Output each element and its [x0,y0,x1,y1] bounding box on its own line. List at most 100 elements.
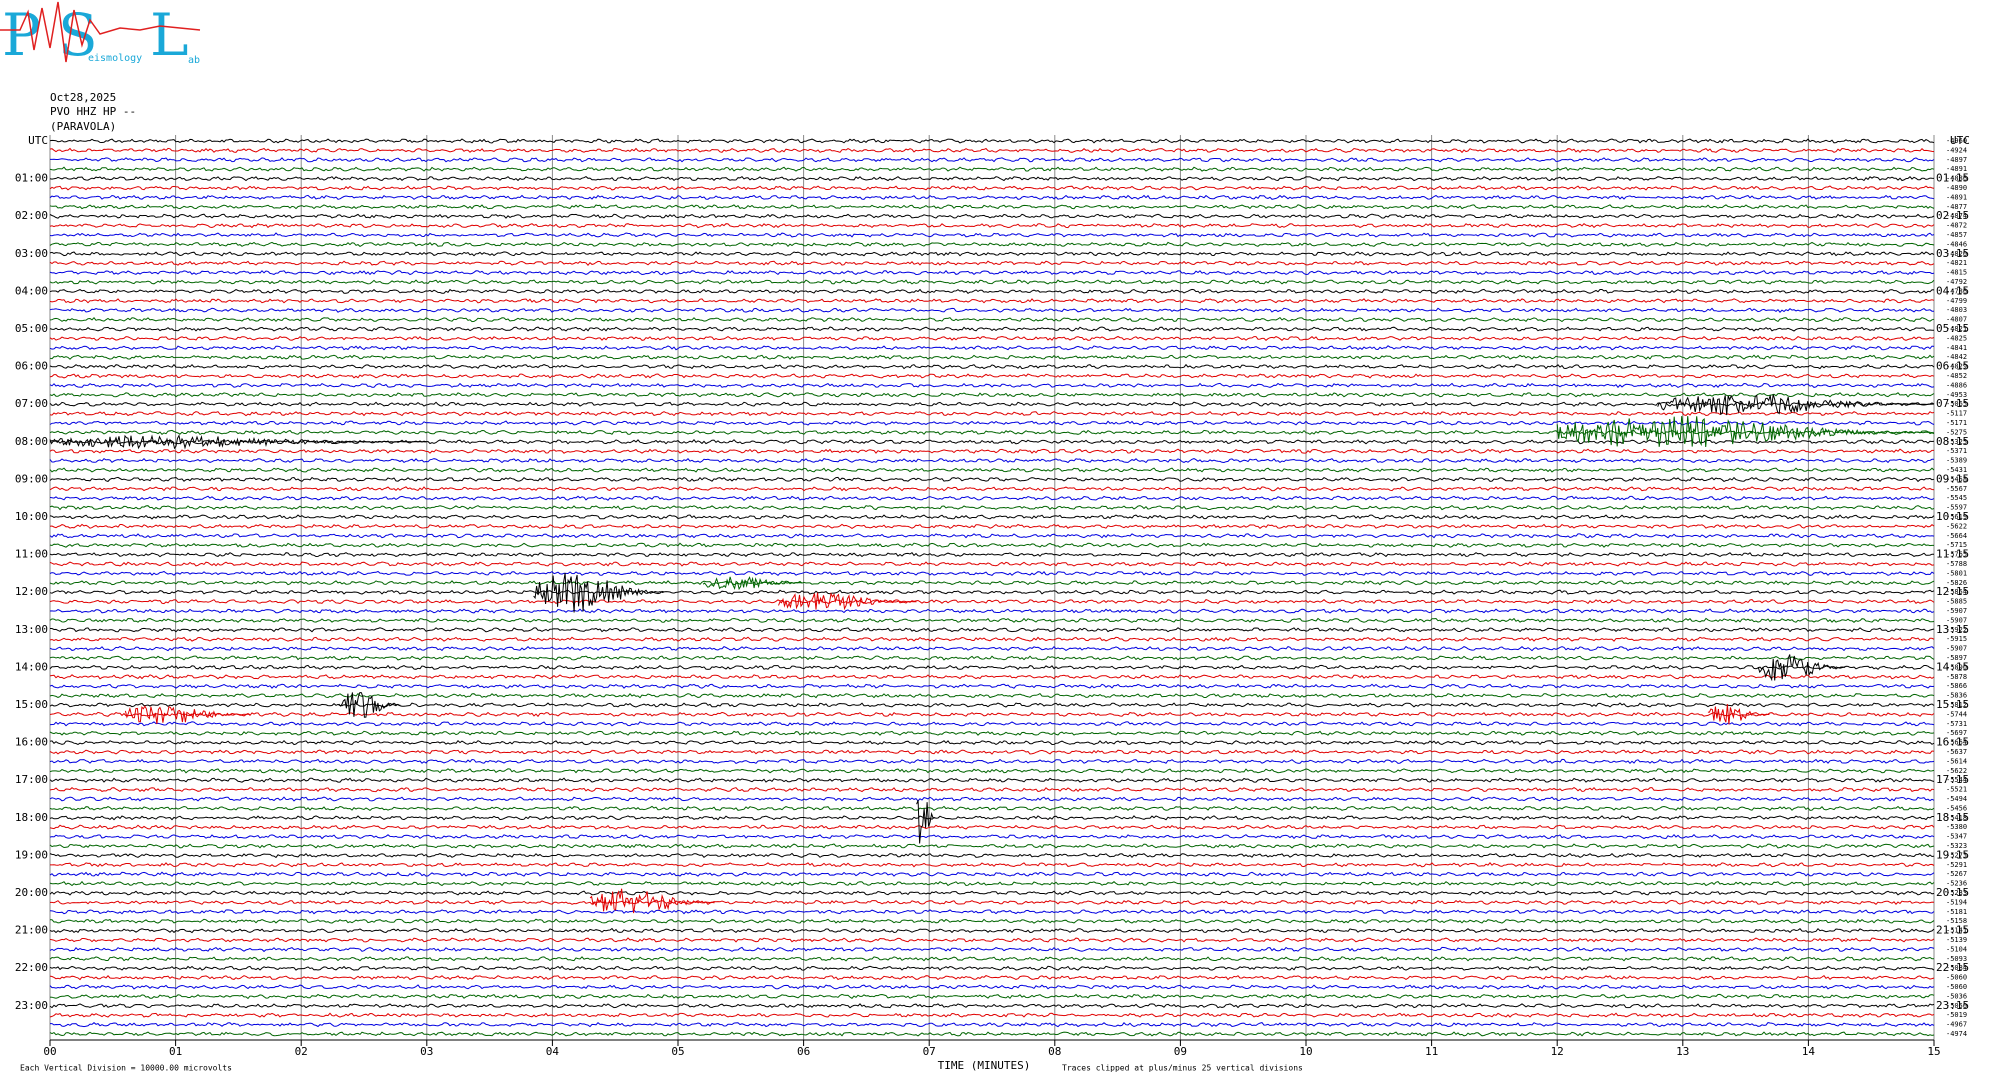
logo: P S L eismology ab [0,1,201,69]
offset-label: -5418 [1946,814,1967,822]
logo-letter: S [58,1,98,69]
offset-label: -4872 [1946,222,1967,230]
logo-letter: L [150,1,189,69]
offset-label: -5878 [1946,673,1967,681]
offset-label: -5233 [1946,889,1967,897]
offset-label: -4829 [1946,363,1967,371]
offset-label: -5545 [1946,494,1967,502]
trace [49,457,1935,464]
trace [49,1031,1935,1037]
offset-label: -5291 [1946,861,1967,869]
offset-label: -4842 [1946,353,1967,361]
trace [49,815,1934,821]
trace [49,260,1935,266]
trace [49,975,1935,981]
trace [49,927,1935,934]
trace [49,542,1934,548]
trace [49,946,1935,953]
trace [49,326,1935,332]
x-tick-label: 01 [169,1045,182,1058]
footer-left: Each Vertical Division = 10000.00 microv… [20,1064,232,1073]
offset-label: -4891 [1946,193,1967,201]
trace [49,683,1935,689]
right-time-label: 15:15 [1936,698,1969,711]
offset-label: -5389 [1946,457,1967,465]
offset-label: -4960 [1946,137,1967,145]
left-time-label: 22:00 [15,961,48,974]
left-time-label: 16:00 [15,736,48,749]
offset-label: -5637 [1946,748,1967,756]
right-time-label: 11:15 [1936,548,1969,561]
offset-label: -5597 [1946,504,1967,512]
offset-label: -5731 [1946,720,1967,728]
seismic-event [124,705,250,725]
trace [49,909,1935,915]
offset-label: -4821 [1946,325,1967,333]
right-time-label: 22:15 [1936,961,1969,974]
left-time-label: 03:00 [15,247,48,260]
x-tick-label: 05 [671,1045,684,1058]
left-time-label: 20:00 [15,886,48,899]
left-time-label: 08:00 [15,435,48,448]
offset-label: -5890 [1946,663,1967,671]
trace [49,194,1935,200]
offset-label: -4890 [1946,184,1967,192]
right-time-label: 08:15 [1936,435,1969,448]
trace [49,956,1935,962]
trace [49,448,1934,454]
trace [49,392,1935,398]
right-time-label: 17:15 [1936,773,1969,786]
trace [49,382,1935,389]
offset-label: -5744 [1946,710,1967,718]
trace [49,213,1935,219]
trace [49,645,1935,652]
trace [49,514,1935,520]
offset-label: -5907 [1946,616,1967,624]
header-date: Oct28,2025 [50,91,116,104]
offset-label: -5371 [1946,447,1967,455]
offset-label: -4803 [1946,306,1967,314]
offset-label: -5907 [1946,645,1967,653]
trace [49,354,1935,360]
right-time-label: 14:15 [1936,660,1969,673]
offset-label: -4891 [1946,165,1967,173]
left-time-label: UTC [28,134,48,147]
right-time-label: 12:15 [1936,585,1969,598]
trace [49,608,1935,614]
offset-label: -4897 [1946,156,1967,164]
logo-word: eismology [88,53,142,64]
trace [49,251,1935,257]
offset-label: -5521 [1946,786,1967,794]
x-tick-label: 04 [546,1045,560,1058]
right-time-label: 13:15 [1936,623,1969,636]
trace [49,758,1935,765]
x-tick-label: 15 [1927,1045,1940,1058]
left-time-label: 19:00 [15,848,48,861]
offset-label: -5036 [1946,992,1967,1000]
offset-label: -5104 [1946,945,1967,953]
offset-label: -5141 [1946,927,1967,935]
trace [49,363,1935,370]
offset-label: -4924 [1946,146,1967,154]
offset-label: -5267 [1946,870,1967,878]
x-tick-label: 12 [1551,1045,1564,1058]
trace [49,824,1935,830]
logo-squiggle [0,1,201,63]
trace [49,166,1935,172]
trace [49,270,1935,276]
offset-label: -5494 [1946,795,1967,803]
left-time-label: 06:00 [15,360,48,373]
offset-label: -5664 [1946,532,1967,540]
left-time-label: 15:00 [15,698,48,711]
trace [49,373,1935,379]
offset-label: -5715 [1946,541,1967,549]
trace [50,862,1935,868]
trace [49,298,1935,304]
trace [49,617,1935,623]
x-tick-label: 03 [420,1045,433,1058]
trace [49,937,1935,943]
left-time-label: 01:00 [15,172,48,185]
offset-label: -5117 [1946,410,1967,418]
offset-label: -4953 [1946,391,1967,399]
